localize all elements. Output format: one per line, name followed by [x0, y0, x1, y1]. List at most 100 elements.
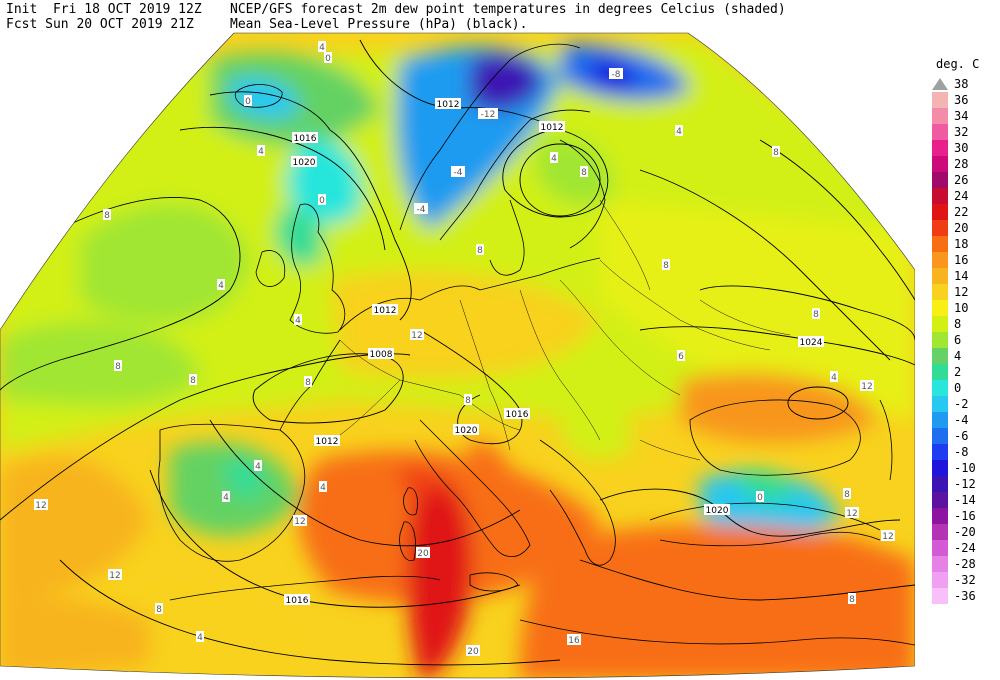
legend-label: 32	[954, 125, 969, 139]
legend-label: 0	[954, 381, 962, 395]
legend-arrow-icon	[932, 78, 948, 90]
legend-swatch	[932, 476, 948, 492]
dewpoint-label-bg	[222, 491, 230, 502]
isobar-label: 1020	[293, 158, 316, 168]
isobar-label-bg	[704, 504, 730, 515]
isobars	[0, 39, 915, 666]
map-domain-border	[0, 32, 915, 679]
isobar-label-bg	[372, 304, 398, 315]
legend-label: -2	[954, 397, 969, 411]
isobar-label-bg	[314, 435, 340, 446]
isobar-label: 1020	[455, 426, 478, 436]
legend-label: -6	[954, 429, 969, 443]
dewpoint-label-bg	[217, 279, 225, 290]
dewpoint-label: 4	[676, 127, 682, 137]
isobar-label: 1016	[294, 134, 317, 144]
isobar-label-bg	[504, 408, 530, 419]
legend-swatch	[932, 172, 948, 188]
dewpoint-label-bg	[843, 488, 851, 499]
dewpoint-label-bg	[244, 95, 252, 106]
legend-swatch	[932, 348, 948, 364]
dewpoint-label: 8	[104, 211, 110, 221]
dewpoint-label: 12	[846, 509, 857, 519]
isobar-label: 1012	[316, 437, 339, 447]
dewpoint-label: 8	[465, 396, 471, 406]
legend-label: 28	[954, 157, 969, 171]
dewpoint-label-bg	[550, 152, 558, 163]
dewpoint-label: 12	[861, 382, 872, 392]
dewpoint-label: 8	[190, 376, 196, 386]
legend-swatch	[932, 540, 948, 556]
dewpoint-label: 4	[255, 462, 261, 472]
dewpoint-label: 8	[305, 378, 311, 388]
legend-label: 10	[954, 301, 969, 315]
forecast-time-text: Fcst Sun 20 OCT 2019 21Z	[6, 17, 194, 32]
dewpoint-label-bg	[196, 631, 204, 642]
legend-label: 6	[954, 333, 962, 347]
legend-swatch	[932, 108, 948, 124]
dewpoint-label-bg	[580, 166, 588, 177]
legend-swatch	[932, 412, 948, 428]
legend-label: -8	[954, 445, 969, 459]
dewpoint-label: 8	[773, 148, 779, 158]
legend-swatch	[932, 92, 948, 108]
shaded-field	[0, 33, 915, 678]
dewpoint-label-bg	[189, 374, 197, 385]
legend-label: -14	[954, 493, 976, 507]
dewpoint-label: 4	[295, 316, 301, 326]
legend-label: -24	[954, 541, 976, 555]
dewpoint-label-bg	[410, 329, 424, 340]
isobar-label: 1012	[541, 123, 564, 133]
isobar-label-bg	[435, 98, 461, 109]
dewpoint-label: 4	[218, 281, 224, 291]
isobar-label: 1008	[370, 350, 393, 360]
dewpoint-label: 12	[294, 517, 305, 527]
legend-label: 8	[954, 317, 962, 331]
dewpoint-label-bg	[414, 203, 428, 214]
legend-label: 2	[954, 365, 962, 379]
legend-swatch	[932, 268, 948, 284]
legend-label: 36	[954, 93, 969, 107]
legend-swatch	[932, 428, 948, 444]
dewpoint-label-bg	[108, 569, 122, 580]
dewpoint-label-bg	[845, 507, 859, 518]
legend-swatch	[932, 492, 948, 508]
dewpoint-label-bg	[34, 499, 48, 510]
legend-swatch	[932, 396, 948, 412]
dewpoint-label-bg	[830, 371, 838, 382]
dewpoint-map[interactable]: 1012 1016 1020 1012 1012 1008 1012 1016 1020 1024…	[0, 32, 915, 680]
isobar-label-bg	[453, 424, 479, 435]
legend-label: -16	[954, 509, 976, 523]
dewpoint-label-bg	[464, 394, 472, 405]
dewpoint-label: 6	[678, 352, 684, 362]
legend-label: 24	[954, 189, 969, 203]
dewpoint-label: 8	[115, 362, 121, 372]
legend-label: 26	[954, 173, 969, 187]
isobar-label-bg	[291, 156, 317, 167]
isobar-label-bg	[284, 594, 310, 605]
dewpoint-label: -4	[454, 168, 463, 178]
dewpoint-label-bg	[304, 376, 312, 387]
legend-label: -32	[954, 573, 976, 587]
dewpoint-label-bg	[609, 68, 623, 79]
legend-swatch	[932, 380, 948, 396]
legend-label: 30	[954, 141, 969, 155]
legend-swatch	[932, 572, 948, 588]
dewpoint-label-bg	[318, 194, 326, 205]
legend-swatch	[932, 588, 948, 604]
dewpoint-label-bg	[254, 460, 262, 471]
legend-label: -12	[954, 477, 976, 491]
dewpoint-label: -12	[481, 110, 496, 120]
dewpoint-label-bg	[318, 41, 326, 52]
dewpoint-label-bg	[860, 380, 874, 391]
dewpoint-label: 12	[35, 501, 46, 511]
dewpoint-label: 8	[849, 595, 855, 605]
isobar-label-bg	[368, 348, 394, 359]
dewpoint-label-bg	[662, 259, 670, 270]
isobar-label: 1024	[800, 338, 823, 348]
dewpoint-label-bg	[675, 125, 683, 136]
dewpoint-label-bg	[319, 481, 327, 492]
legend-swatch	[932, 316, 948, 332]
legend-label: 14	[954, 269, 969, 283]
